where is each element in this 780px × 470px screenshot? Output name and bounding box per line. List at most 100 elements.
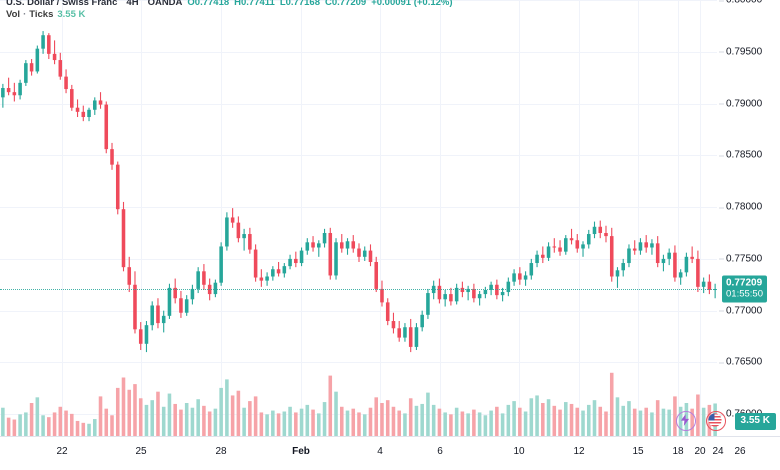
volume-bar xyxy=(156,391,160,437)
candle-body xyxy=(661,258,666,264)
price-scale[interactable]: 0.80000 0.79500 0.79000 0.78500 0.78000 0.775… xyxy=(717,0,780,437)
candle-body xyxy=(29,63,34,72)
volume-bar xyxy=(18,414,22,437)
volume-bar xyxy=(529,398,534,437)
volume-bar xyxy=(535,395,539,437)
candle-body xyxy=(546,246,551,258)
candle-body xyxy=(12,92,17,96)
volume-bar xyxy=(449,414,453,437)
us-flag-icon[interactable] xyxy=(706,411,726,431)
volume-bar xyxy=(368,407,373,437)
volume-bar xyxy=(460,411,465,437)
volume-bar xyxy=(586,404,591,437)
price-tick-label: 0.80000 xyxy=(719,0,762,6)
candle-body xyxy=(529,263,534,276)
candle-body xyxy=(598,226,603,233)
price-tick-label: 0.77000 xyxy=(719,305,762,316)
candle-body xyxy=(466,288,470,293)
lightning-bolt-icon[interactable] xyxy=(676,411,696,431)
candle-body xyxy=(161,315,166,324)
candle-body xyxy=(345,241,350,249)
volume-bar xyxy=(12,419,17,437)
volume-bar xyxy=(93,419,97,437)
candle-body xyxy=(248,234,252,250)
time-tick-label: 24 xyxy=(712,446,724,457)
price-tick-label: 0.76500 xyxy=(719,357,762,368)
candle-body xyxy=(47,35,51,54)
candle-body xyxy=(127,267,132,285)
candle-body xyxy=(489,284,493,290)
volume-bar xyxy=(52,412,57,437)
candle-body xyxy=(380,288,384,303)
grid-line-vertical xyxy=(141,0,142,437)
candle-body xyxy=(667,252,671,259)
time-scale[interactable]: 22 25 28 Feb 4 6 10 12 15 18 20 24 26 xyxy=(0,436,780,470)
volume-bar xyxy=(202,405,206,437)
volume-bar xyxy=(167,393,172,437)
plot-area[interactable] xyxy=(0,0,719,437)
candle-body xyxy=(632,248,637,251)
candle-body xyxy=(242,234,246,239)
candle-wick xyxy=(467,285,469,301)
time-tick-label: 25 xyxy=(135,446,147,457)
volume-bar xyxy=(282,411,287,437)
candle-body xyxy=(454,287,459,302)
volume-bar xyxy=(98,396,103,437)
volume-bar xyxy=(632,408,637,437)
volume-bar xyxy=(305,404,310,437)
volume-bar xyxy=(701,407,706,437)
candle-body xyxy=(104,104,109,150)
candle-body xyxy=(150,305,154,326)
candle-body xyxy=(202,271,206,285)
volume-bar xyxy=(133,384,137,437)
volume-bar xyxy=(230,395,235,437)
grid-line-horizontal xyxy=(0,362,718,364)
candle-body xyxy=(621,263,625,271)
candle-body xyxy=(288,258,292,267)
time-tick-label: 4 xyxy=(377,446,383,457)
candle-body xyxy=(184,299,189,313)
volume-bar xyxy=(541,403,545,437)
volume-bar xyxy=(592,400,597,437)
candle-wick xyxy=(99,92,102,109)
candle-wick xyxy=(570,228,573,245)
volume-bar xyxy=(437,408,442,437)
grid-line-vertical xyxy=(579,0,580,437)
candle-body xyxy=(271,269,275,277)
current-price-line xyxy=(0,289,718,291)
grid-line-vertical xyxy=(678,0,679,437)
volume-bar xyxy=(150,400,154,437)
candle-body xyxy=(368,250,373,262)
candle-body xyxy=(518,273,522,280)
grid-line-vertical xyxy=(700,0,701,437)
candle-body xyxy=(575,240,580,249)
volume-bar xyxy=(604,411,608,437)
volume-bar xyxy=(253,396,258,437)
time-tick-label: 6 xyxy=(437,446,443,457)
volume-bar xyxy=(138,398,143,437)
volume-bar xyxy=(564,402,568,437)
volume-bar xyxy=(391,406,396,437)
candle-wick xyxy=(582,241,584,257)
time-tick-label: Feb xyxy=(292,446,310,457)
volume-bar xyxy=(259,412,264,437)
volume-bar xyxy=(29,403,34,437)
candle-body xyxy=(328,233,333,276)
candle-wick xyxy=(13,82,15,102)
volume-bar xyxy=(362,414,367,437)
candle-body xyxy=(179,298,183,313)
grid-line-vertical xyxy=(519,0,520,437)
candle-body xyxy=(230,217,235,223)
volume-bar xyxy=(213,408,218,437)
candle-body xyxy=(144,325,149,344)
volume-bar xyxy=(696,394,700,437)
volume-bar xyxy=(161,406,166,437)
bar-countdown: 01:55:50 xyxy=(726,288,763,300)
candle-body xyxy=(52,53,57,61)
candle-body xyxy=(500,292,505,296)
volume-bar xyxy=(621,405,625,437)
volume-bar xyxy=(374,397,379,437)
volume-bar xyxy=(546,399,551,437)
volume-bar xyxy=(523,411,528,437)
